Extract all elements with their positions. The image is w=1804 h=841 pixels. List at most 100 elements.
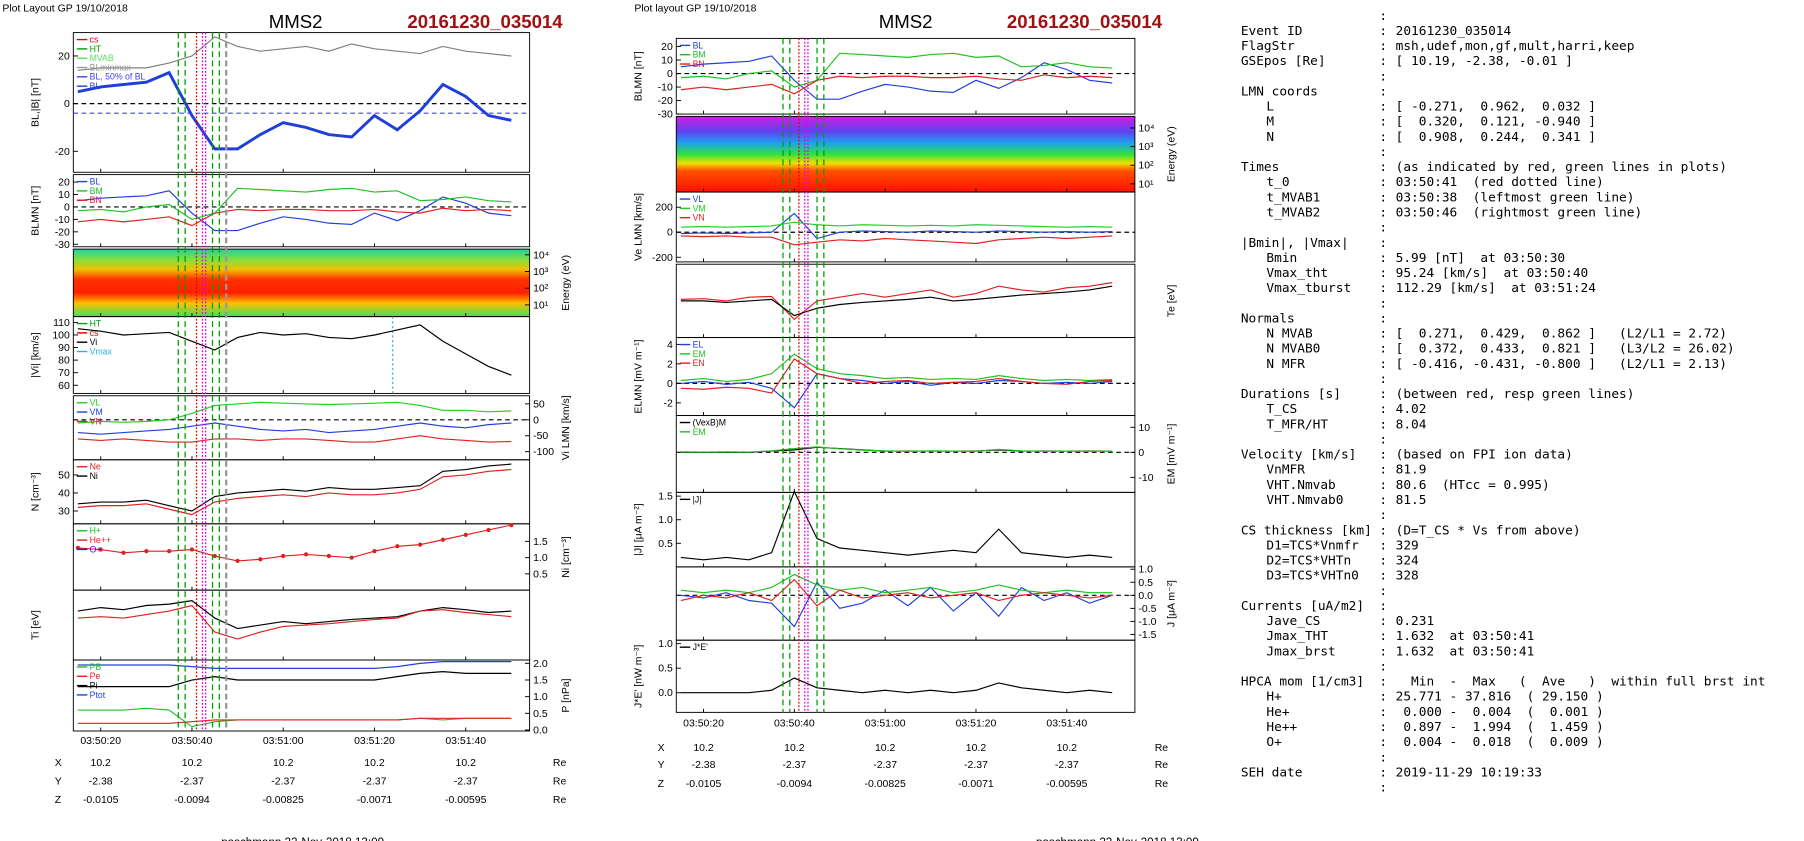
summary-separator: : xyxy=(1379,130,1387,145)
data-line xyxy=(77,717,512,724)
y-tick-label: 10 xyxy=(1138,423,1150,434)
panel-frame xyxy=(72,659,531,732)
summary-key: M xyxy=(1266,115,1274,130)
summary-value: [ 10.19, -2.38, -0.01 ] xyxy=(1396,54,1573,69)
y-tick-label: 20 xyxy=(661,42,673,53)
y-tick-label: 50 xyxy=(533,399,545,410)
data-line xyxy=(77,463,512,512)
summary-key: t_0 xyxy=(1266,175,1289,190)
legend-label: BM xyxy=(693,50,706,60)
summary-key: He++ xyxy=(1266,720,1297,735)
summary-separator: : xyxy=(1379,387,1387,402)
y-tick-label: 40 xyxy=(58,488,70,499)
ephemeris-value: 10.2 xyxy=(364,758,385,769)
summary-value: [ -0.416, -0.431, -0.800 ] (L2/L1 = 2.13… xyxy=(1396,357,1727,372)
summary-separator: : xyxy=(1379,417,1387,432)
data-line xyxy=(680,52,1113,88)
y-tick-label: 0 xyxy=(667,228,673,239)
summary-value: 95.24 [km/s] at 03:50:40 xyxy=(1396,266,1589,281)
legend-label: Ne xyxy=(90,462,101,472)
legend-label: cs xyxy=(90,328,99,338)
summary-key: N MFR xyxy=(1266,357,1305,372)
ephemeris-value: -2.38 xyxy=(89,777,113,788)
y-tick-label: 10³ xyxy=(1138,142,1154,153)
y-tick-label: 50 xyxy=(58,470,70,481)
summary-separator: : xyxy=(1379,659,1387,674)
y-tick-label: 100 xyxy=(52,330,70,341)
y-tick-label: 10 xyxy=(58,190,70,201)
data-line xyxy=(77,207,512,227)
ephemeris-label: X xyxy=(55,758,62,769)
legend-label: VL xyxy=(693,194,704,204)
legend-label: EM xyxy=(693,349,706,359)
y-tick-label: 1.0 xyxy=(533,553,548,564)
legend-label: BN xyxy=(693,59,705,69)
y-tick-label: 20 xyxy=(58,51,70,62)
summary-value: 1.632 at 03:50:41 xyxy=(1396,629,1535,644)
summary-separator: : xyxy=(1379,705,1387,720)
y-tick-label: 0 xyxy=(1138,448,1144,459)
y-axis-label: Ti [eV] xyxy=(30,610,41,640)
summary-value: 8.04 xyxy=(1396,417,1427,432)
data-line xyxy=(680,489,1113,561)
legend-label: Ptot xyxy=(90,690,106,700)
y-tick-label: 0 xyxy=(64,202,70,213)
summary-value: (D=T_CS * Vs from above) xyxy=(1396,523,1581,538)
ephemeris-value: -2.37 xyxy=(271,777,295,788)
event-id: 20161230_035014 xyxy=(407,11,563,32)
y-tick-label: 10² xyxy=(1138,161,1154,172)
panel-frame xyxy=(675,37,1136,115)
y-tick-label: 20 xyxy=(58,178,70,189)
y-tick-label: 0 xyxy=(64,99,70,110)
y-axis-label: Ni [cm⁻³] xyxy=(561,536,572,578)
y-axis-label: EM [mV m⁻¹] xyxy=(1166,423,1177,484)
data-line xyxy=(77,187,512,221)
summary-value: 03:50:46 (rightmost green line) xyxy=(1396,206,1643,221)
summary-value: [ -0.271, 0.962, 0.032 ] xyxy=(1396,100,1596,115)
legend-label: HT xyxy=(90,319,102,329)
y-axis-label: P [nPa] xyxy=(561,678,572,712)
summary-separator: : xyxy=(1379,463,1387,478)
data-line xyxy=(680,282,1113,321)
summary-value: 81.9 xyxy=(1396,463,1427,478)
summary-key: VnMFR xyxy=(1266,463,1305,478)
summary-value: 20161230_035014 xyxy=(1396,24,1512,39)
data-line xyxy=(77,36,512,71)
legend-label: H+ xyxy=(90,526,101,536)
summary-key: t_MVAB2 xyxy=(1266,206,1320,221)
x-tick-label: 03:51:40 xyxy=(445,736,486,747)
x-tick-label: 03:51:20 xyxy=(354,736,395,747)
y-tick-label: 0.0 xyxy=(1138,591,1153,602)
ephemeris-value: 10.2 xyxy=(91,758,112,769)
summary-key: Durations [s] xyxy=(1241,387,1341,402)
data-line xyxy=(77,401,512,424)
data-line xyxy=(77,671,512,688)
summary-separator: : xyxy=(1379,493,1387,508)
panel-frame xyxy=(675,191,1136,263)
ephemeris-value: 10.2 xyxy=(1057,743,1078,754)
content: Plot Layout GP 19/10/2018 MMS2 20161230_03… xyxy=(2,4,1765,841)
data-line xyxy=(680,74,1113,95)
x-tick-label: 03:50:20 xyxy=(683,718,724,729)
summary-key: |Bmin|, |Vmax| xyxy=(1241,236,1349,251)
summary-key: He+ xyxy=(1266,705,1289,720)
data-line xyxy=(77,422,512,435)
panel-frame xyxy=(72,32,531,173)
ephemeris-unit: Re xyxy=(553,777,567,788)
ephemeris-label: Z xyxy=(658,779,665,790)
summary-value: 81.5 xyxy=(1396,493,1427,508)
summary-key: VHT.Nmvab xyxy=(1266,478,1335,493)
x-tick-label: 03:51:00 xyxy=(263,736,304,747)
summary-separator: : xyxy=(1379,432,1387,447)
y-tick-label: 200 xyxy=(655,203,673,214)
y-axis-label: N [cm⁻³] xyxy=(30,472,41,511)
data-line xyxy=(680,446,1113,453)
summary-value: 324 xyxy=(1396,554,1419,569)
legend-label: (VexB)M xyxy=(693,417,726,427)
x-tick-label: 03:51:40 xyxy=(1046,718,1087,729)
ephemeris-unit: Re xyxy=(1155,743,1169,754)
y-tick-label: -30 xyxy=(658,110,673,121)
data-point xyxy=(281,553,286,559)
y-tick-label: 10⁴ xyxy=(1138,123,1154,134)
